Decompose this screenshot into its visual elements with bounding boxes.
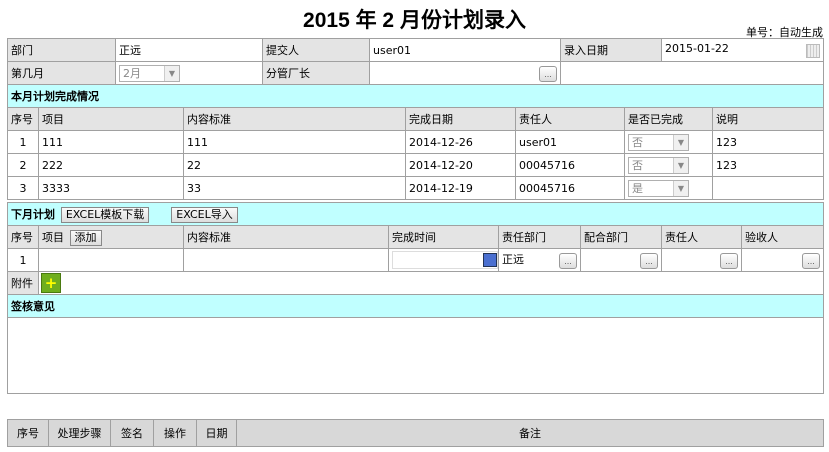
coop-field: ... <box>580 248 662 272</box>
chevron-down-icon: ▼ <box>673 180 688 196</box>
dept-picker-button[interactable]: ... <box>559 253 577 269</box>
dept-value: 正远 <box>115 38 263 62</box>
col-header: 内容标准 <box>183 225 389 249</box>
row-no: 3 <box>7 176 39 200</box>
row-date: 2014-12-26 <box>405 130 516 154</box>
row-note <box>711 176 825 200</box>
chevron-down-icon: ▼ <box>164 65 179 81</box>
col-header: 序号 <box>7 419 49 447</box>
col-header: 序号 <box>7 107 39 131</box>
col-header: 配合部门 <box>580 225 662 249</box>
col-header: 责任人 <box>661 225 742 249</box>
done-value: 否 <box>632 135 643 149</box>
row-owner: user01 <box>515 130 625 154</box>
done-value: 是 <box>632 181 643 195</box>
col-header: 说明 <box>711 107 825 131</box>
owner-picker-button[interactable]: ... <box>720 253 738 269</box>
table-row: 2 222 22 2014-12-20 00045716 否 ▼ 123 <box>7 153 825 177</box>
table-row: 3 3333 33 2014-12-19 00045716 是 ▼ <box>7 176 825 200</box>
entry-date-value: 2015-01-22 <box>665 42 729 55</box>
col-header: 验收人 <box>741 225 824 249</box>
col-header: 备注 <box>236 419 824 447</box>
col-header: 操作 <box>153 419 197 447</box>
date-input[interactable] <box>388 248 499 272</box>
next-month-table: 下月计划 EXCEL模板下载 EXCEL导入 序号 项目 添加 内容标准 完成时间… <box>7 202 824 394</box>
review-textarea[interactable] <box>7 317 824 394</box>
done-select[interactable]: 是 ▼ <box>628 179 689 197</box>
this-month-table: 本月计划完成情况 序号 项目 内容标准 完成日期 责任人 是否已完成 说明 1 … <box>6 84 825 200</box>
row-date: 2014-12-20 <box>405 153 516 177</box>
col-header: 内容标准 <box>183 107 406 131</box>
coop-picker-button[interactable]: ... <box>640 253 658 269</box>
row-owner: 00045716 <box>515 153 625 177</box>
col-header: 项目 <box>38 107 184 131</box>
table-row: 1 111 111 2014-12-26 user01 否 ▼ 123 <box>7 130 825 154</box>
add-button[interactable]: 添加 <box>69 229 102 246</box>
row-content: 33 <box>183 176 406 200</box>
row-item: 3333 <box>38 176 184 200</box>
col-header: 是否已完成 <box>624 107 713 131</box>
done-select[interactable]: 否 ▼ <box>628 133 689 151</box>
row-content: 22 <box>183 153 406 177</box>
acceptor-picker-button[interactable]: ... <box>802 253 820 269</box>
add-attachment-icon[interactable]: + <box>41 273 61 293</box>
manager-field: ... <box>369 61 561 85</box>
row-date: 2014-12-19 <box>405 176 516 200</box>
done-select[interactable]: 否 ▼ <box>628 156 689 174</box>
done-value: 否 <box>632 158 643 172</box>
row-note: 123 <box>711 153 825 177</box>
month-label: 第几月 <box>7 61 116 85</box>
row-item: 222 <box>38 153 184 177</box>
section-review: 签核意见 <box>7 294 824 318</box>
doc-number: 单号：自动生成 <box>746 26 823 39</box>
col-header: 日期 <box>196 419 237 447</box>
row-no: 2 <box>7 153 39 177</box>
month-select[interactable]: 2月 ▼ <box>119 64 180 82</box>
row-no: 1 <box>7 248 39 272</box>
col-header: 项目 添加 <box>38 225 184 249</box>
row-note: 123 <box>711 130 825 154</box>
entry-date-label: 录入日期 <box>560 38 662 62</box>
dept-label: 部门 <box>7 38 116 62</box>
dept-field: 正远... <box>498 248 581 272</box>
col-header: 处理步骤 <box>48 419 111 447</box>
excel-template-button[interactable]: EXCEL模板下载 <box>60 206 150 223</box>
col-header: 责任部门 <box>498 225 581 249</box>
item-input[interactable] <box>38 248 184 272</box>
row-no: 1 <box>7 130 39 154</box>
col-header: 完成时间 <box>388 225 499 249</box>
acceptor-field: ... <box>741 248 824 272</box>
content-input[interactable] <box>183 248 389 272</box>
col-header: 责任人 <box>515 107 625 131</box>
col-header: 完成日期 <box>405 107 516 131</box>
header-form: 部门 正远 提交人 user01 录入日期 2015-01-22 第几月 2月 ▼… <box>7 38 824 85</box>
manager-picker-button[interactable]: ... <box>539 66 557 82</box>
section-next-month: 下月计划 EXCEL模板下载 EXCEL导入 <box>7 202 824 226</box>
row-owner: 00045716 <box>515 176 625 200</box>
dept-value: 正远 <box>502 253 524 266</box>
calendar-icon[interactable] <box>806 44 820 58</box>
row-content: 111 <box>183 130 406 154</box>
submitter-label: 提交人 <box>262 38 370 62</box>
calendar-icon[interactable] <box>483 253 497 267</box>
attachment-label: 附件 <box>7 271 39 295</box>
section-title: 下月计划 <box>11 207 55 221</box>
excel-import-button[interactable]: EXCEL导入 <box>171 206 238 223</box>
entry-date-field[interactable]: 2015-01-22 <box>661 38 824 62</box>
owner-field: ... <box>661 248 742 272</box>
section-this-month: 本月计划完成情况 <box>6 84 825 108</box>
col-header: 序号 <box>7 225 39 249</box>
manager-label: 分管厂长 <box>262 61 370 85</box>
empty-cell <box>560 61 824 85</box>
month-value: 2月 <box>123 66 141 80</box>
submitter-value: user01 <box>369 38 561 62</box>
page-title: 2015 年 2 月份计划录入 <box>303 9 526 32</box>
chevron-down-icon: ▼ <box>673 157 688 173</box>
col-header: 签名 <box>110 419 154 447</box>
chevron-down-icon: ▼ <box>673 134 688 150</box>
log-table: 序号 处理步骤 签名 操作 日期 备注 <box>7 419 824 447</box>
col-header-label: 项目 <box>42 230 64 244</box>
row-item: 111 <box>38 130 184 154</box>
table-row: 1 正远... ... ... ... <box>7 248 824 272</box>
